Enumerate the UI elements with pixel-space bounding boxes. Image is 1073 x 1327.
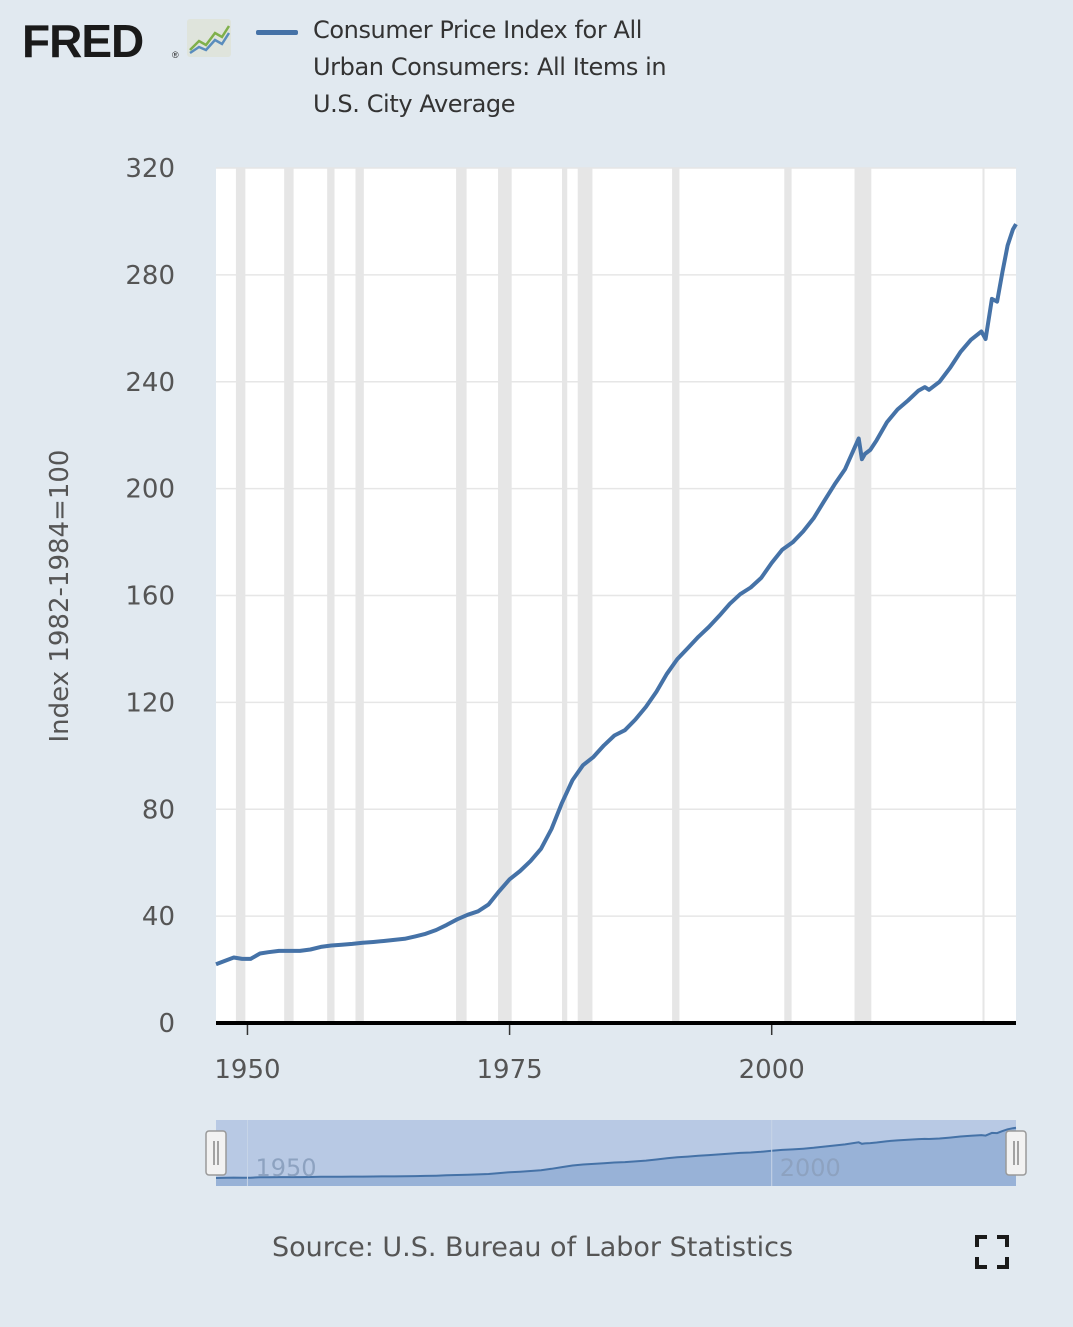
y-tick-label: 80	[142, 795, 175, 825]
x-tick-label: 1975	[476, 1055, 542, 1085]
navigator-series-area	[216, 1127, 1016, 1186]
y-tick-label: 200	[125, 475, 175, 505]
y-tick-label: 160	[125, 582, 175, 612]
series-line-cpi[interactable]	[215, 223, 1018, 967]
y-tick-label: 280	[125, 261, 175, 291]
y-tick-label: 320	[125, 154, 175, 184]
navigator-tick-label: 2000	[780, 1154, 841, 1182]
gridlines	[216, 167, 1016, 917]
source-note: Source: U.S. Bureau of Labor Statistics	[272, 1232, 794, 1263]
x-tick-label: 2000	[739, 1055, 805, 1085]
legend-series-marker[interactable]	[256, 30, 298, 35]
fred-logo[interactable]: FRED	[22, 15, 144, 67]
chart-header: FRED ® Consumer Price Index for All Urba…	[0, 0, 1073, 150]
registered-mark: ®	[172, 50, 179, 60]
y-tick-label: 0	[158, 1009, 175, 1039]
navigator-series-line	[215, 1126, 1017, 1179]
line-chart-icon	[187, 19, 231, 57]
navigator-tick-label: 1950	[255, 1154, 316, 1182]
y-axis-ticks: 0 40 80 120 160 200 240 280 320	[125, 154, 175, 1039]
y-tick-label: 40	[142, 902, 175, 932]
y-tick-label: 120	[125, 688, 175, 718]
range-navigator[interactable]: 1950 2000	[205, 1120, 1027, 1186]
y-tick-label: 240	[125, 368, 175, 398]
legend-series-label[interactable]: Consumer Price Index for All Urban Consu…	[313, 16, 667, 118]
x-tick-label: 1950	[214, 1055, 280, 1085]
navigator-handle-right[interactable]	[1005, 1130, 1027, 1176]
x-axis-ticks: 1950 1975 2000	[214, 1023, 805, 1085]
navigator-handle-left[interactable]	[205, 1130, 227, 1176]
fullscreen-icon[interactable]	[975, 1235, 1009, 1269]
